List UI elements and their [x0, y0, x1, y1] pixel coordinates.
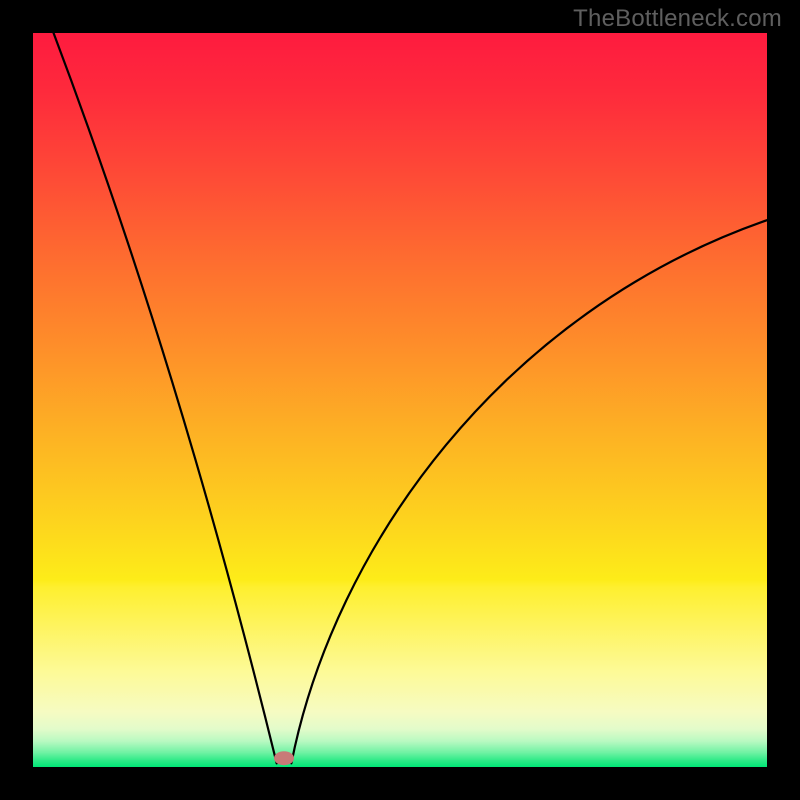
bottleneck-marker — [274, 751, 294, 765]
gradient-background — [33, 33, 767, 767]
chart-frame: TheBottleneck.com — [0, 0, 800, 800]
watermark-text: TheBottleneck.com — [573, 5, 782, 33]
bottleneck-plot — [33, 33, 767, 767]
